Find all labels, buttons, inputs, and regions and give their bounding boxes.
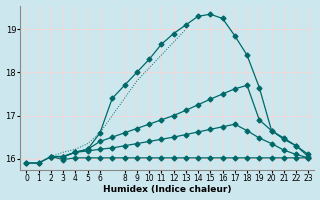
X-axis label: Humidex (Indice chaleur): Humidex (Indice chaleur): [103, 185, 232, 194]
